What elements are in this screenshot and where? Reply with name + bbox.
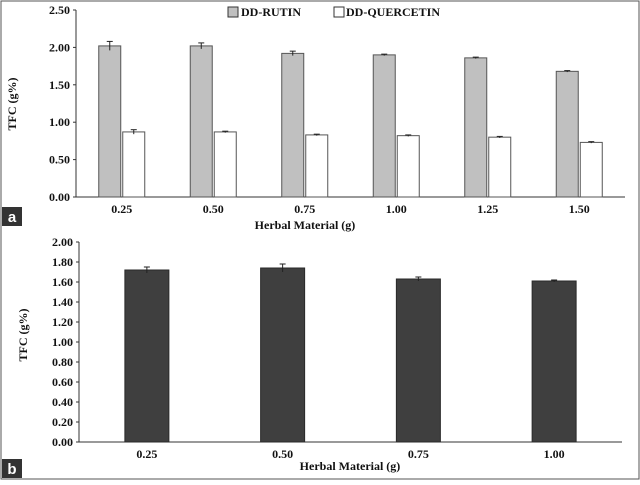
y-tick-label: 1.60 bbox=[52, 275, 73, 289]
y-tick-label: 0.00 bbox=[52, 435, 73, 449]
x-tick-label: 1.50 bbox=[569, 202, 590, 216]
x-tick-label: 0.25 bbox=[136, 447, 157, 461]
y-tick-label: 1.00 bbox=[52, 335, 73, 349]
y-tick-label: 0.60 bbox=[52, 375, 73, 389]
bar bbox=[305, 134, 329, 198]
chart-panel-a: 0.00 0.50 1.00 1.50 2.00 2.50 0.25 0.50 0.75 1.00… bbox=[49, 3, 625, 216]
legend-swatch-quercetin bbox=[333, 6, 345, 18]
bar bbox=[124, 269, 170, 443]
panel-a-y-axis-label: TFC (g%) bbox=[5, 78, 19, 131]
bar bbox=[260, 267, 306, 443]
x-tick-label: 0.75 bbox=[408, 447, 429, 461]
y-tick-label: 0.00 bbox=[49, 190, 70, 204]
y-tick-label: 1.50 bbox=[49, 78, 70, 92]
panel-b-badge-bg bbox=[2, 459, 22, 478]
legend: DD-RUTIN DD-QUERCETIN bbox=[227, 5, 440, 19]
y-tick-label: 2.00 bbox=[49, 40, 70, 54]
y-tick-label: 1.80 bbox=[52, 255, 73, 269]
bar bbox=[122, 131, 146, 198]
legend-swatch-rutin bbox=[227, 6, 239, 18]
y-tick-label: 0.80 bbox=[52, 355, 73, 369]
bar bbox=[488, 136, 512, 198]
panel-b-label: b bbox=[7, 461, 16, 478]
bar bbox=[555, 70, 579, 198]
y-tick-label: 1.20 bbox=[52, 315, 73, 329]
legend-label-quercetin: DD-QUERCETIN bbox=[346, 5, 440, 19]
y-tick-label: 1.40 bbox=[52, 295, 73, 309]
bar bbox=[213, 131, 237, 198]
bar bbox=[396, 135, 420, 198]
x-tick-label: 1.00 bbox=[544, 447, 565, 461]
legend-label-rutin: DD-RUTIN bbox=[241, 5, 301, 19]
bar bbox=[531, 280, 577, 443]
panel-a-x-axis-label: Herbal Material (g) bbox=[255, 218, 356, 232]
y-tick-label: 2.00 bbox=[52, 235, 73, 249]
bar bbox=[189, 45, 213, 198]
bar bbox=[98, 45, 122, 198]
panel-a-badge-bg bbox=[2, 207, 22, 226]
x-tick-label: 0.50 bbox=[272, 447, 293, 461]
y-tick-label: 0.40 bbox=[52, 395, 73, 409]
x-tick-label: 0.50 bbox=[203, 202, 224, 216]
panel-b-y-axis-label: TFC (g%) bbox=[16, 309, 30, 362]
y-tick-label: 0.20 bbox=[52, 415, 73, 429]
y-tick-label: 1.00 bbox=[49, 115, 70, 129]
panel-a-badge: a bbox=[2, 207, 22, 226]
bar bbox=[281, 52, 305, 198]
x-tick-label: 0.75 bbox=[294, 202, 315, 216]
bar bbox=[464, 57, 488, 198]
bar bbox=[395, 278, 441, 443]
x-tick-label: 1.25 bbox=[477, 202, 498, 216]
bar bbox=[372, 54, 396, 198]
x-tick-label: 0.25 bbox=[111, 202, 132, 216]
y-tick-label: 0.50 bbox=[49, 153, 70, 167]
bar bbox=[579, 141, 603, 198]
panel-a-label: a bbox=[8, 209, 17, 226]
chart-panel-b: 0.00 0.20 0.40 0.60 0.80 1.00 1.20 1.40 1.60 1.80… bbox=[52, 235, 622, 461]
panel-b-x-axis-label: Herbal Material (g) bbox=[300, 459, 401, 473]
x-tick-label: 1.00 bbox=[386, 202, 407, 216]
y-tick-label: 2.50 bbox=[49, 3, 70, 17]
panel-b-badge: b bbox=[2, 459, 22, 478]
